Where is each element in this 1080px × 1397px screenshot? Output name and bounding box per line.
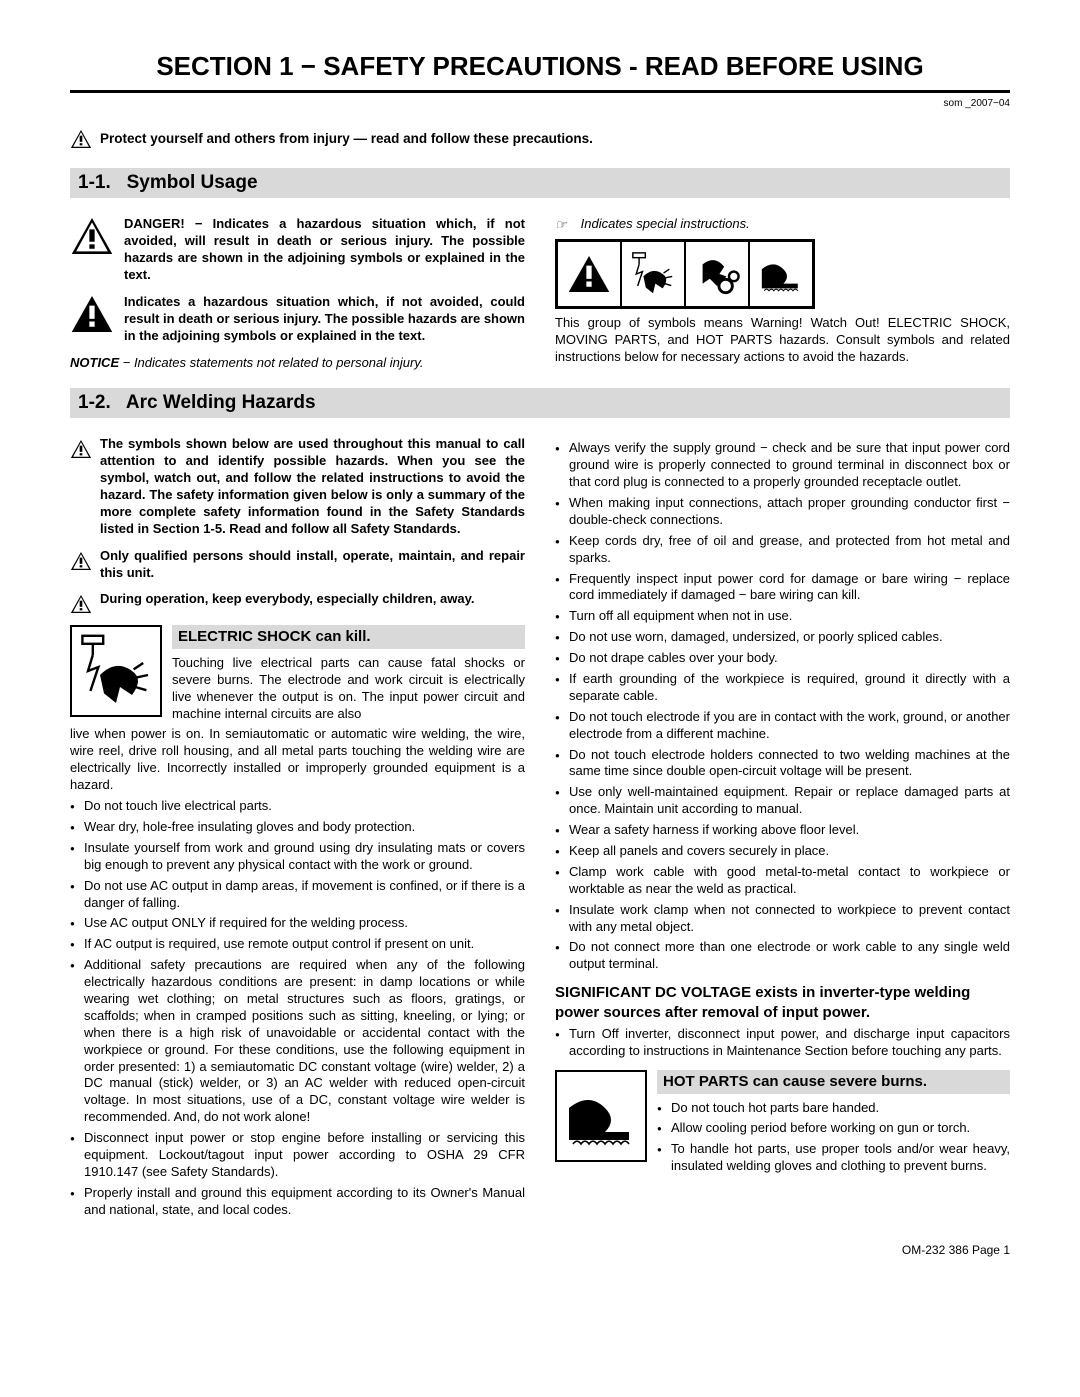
shock-icon	[629, 250, 677, 298]
shock-cont: live when power is on. In semiautomatic …	[70, 726, 525, 794]
list-item: Do not connect more than one electrode o…	[569, 939, 1010, 973]
warning-icon	[70, 128, 92, 150]
list-item: Wear dry, hole-free insulating gloves an…	[84, 819, 525, 836]
list-item: To handle hot parts, use proper tools an…	[671, 1141, 1010, 1175]
significant-voltage-heading: SIGNIFICANT DC VOLTAGE exists in inverte…	[555, 983, 1010, 1022]
right-bullet-list: Always verify the supply ground − check …	[555, 440, 1010, 973]
list-item: Properly install and ground this equipme…	[84, 1185, 525, 1219]
list-item: When making input connections, attach pr…	[569, 495, 1010, 529]
list-item: Insulate yourself from work and ground u…	[84, 840, 525, 874]
subsection-1-header: 1-1. Symbol Usage	[70, 168, 1010, 199]
hazard-intro: The symbols shown below are used through…	[100, 436, 525, 537]
danger-text: DANGER! − Indicates a hazardous situatio…	[124, 216, 525, 284]
warning-icon	[70, 294, 114, 334]
list-item: Keep cords dry, free of oil and grease, …	[569, 533, 1010, 567]
danger-icon	[70, 216, 114, 256]
list-item: Keep all panels and covers securely in p…	[569, 843, 1010, 860]
electric-shock-pictogram	[70, 625, 162, 717]
sub2-title: Arc Welding Hazards	[126, 392, 316, 413]
list-item: Turn Off inverter, disconnect input powe…	[569, 1026, 1010, 1060]
section-title: SECTION 1 − SAFETY PRECAUTIONS - READ BE…	[70, 50, 1010, 93]
group-caption: This group of symbols means Warning! Wat…	[555, 315, 1010, 366]
left-bullet-list: Do not touch live electrical parts. Wear …	[70, 798, 525, 1218]
warning-icon	[70, 438, 92, 460]
hot-parts-pictogram	[555, 1070, 647, 1162]
list-item: Clamp work cable with good metal-to-meta…	[569, 864, 1010, 898]
moving-parts-icon	[693, 250, 741, 298]
list-item: Do not use AC output in damp areas, if m…	[84, 878, 525, 912]
sub1-title: Symbol Usage	[127, 172, 258, 193]
list-item: If earth grounding of the workpiece is r…	[569, 671, 1010, 705]
warning-text: Indicates a hazardous situation which, i…	[124, 294, 525, 345]
list-item: Use AC output ONLY if required for the w…	[84, 915, 525, 932]
list-item: Use only well-maintained equipment. Repa…	[569, 784, 1010, 818]
keep-away: During operation, keep everybody, especi…	[100, 591, 474, 615]
list-item: Do not touch electrode if you are in con…	[569, 709, 1010, 743]
warning-icon	[567, 252, 611, 296]
hot-parts-icon	[757, 250, 805, 298]
hot-bullet-list: Do not touch hot parts bare handed. Allow…	[657, 1100, 1010, 1176]
list-item: Allow cooling period before working on g…	[671, 1120, 1010, 1137]
list-item: Turn off all equipment when not in use.	[569, 608, 1010, 625]
list-item: Frequently inspect input power cord for …	[569, 571, 1010, 605]
page-footer: OM-232 386 Page 1	[70, 1243, 1010, 1259]
list-item: Do not use worn, damaged, undersized, or…	[569, 629, 1010, 646]
qualified-persons: Only qualified persons should install, o…	[100, 548, 525, 582]
list-item: Insulate work clamp when not connected t…	[569, 902, 1010, 936]
list-item: Do not touch live electrical parts.	[84, 798, 525, 815]
list-item: Wear a safety harness if working above f…	[569, 822, 1010, 839]
warning-icon	[70, 550, 92, 572]
shock-intro: Touching live electrical parts can cause…	[172, 655, 525, 723]
notice-line: NOTICE − Indicates statements not relate…	[70, 355, 525, 372]
warning-icon	[70, 593, 92, 615]
special-instructions: ☞ Indicates special instructions.	[555, 216, 1010, 233]
symbol-group-box	[555, 239, 815, 309]
subsection-2-header: 1-2. Arc Welding Hazards	[70, 388, 1010, 419]
list-item: Always verify the supply ground − check …	[569, 440, 1010, 491]
hot-parts-heading: HOT PARTS can cause severe burns.	[657, 1070, 1010, 1094]
list-item: Do not drape cables over your body.	[569, 650, 1010, 667]
list-item: Do not touch electrode holders connected…	[569, 747, 1010, 781]
list-item: Additional safety precautions are requir…	[84, 957, 525, 1126]
sub2-num: 1-2.	[78, 392, 111, 413]
list-item: Disconnect input power or stop engine be…	[84, 1130, 525, 1181]
intro-text: Protect yourself and others from injury …	[100, 130, 593, 148]
electric-shock-heading: ELECTRIC SHOCK can kill.	[172, 625, 525, 649]
revision-code: som _2007−04	[70, 97, 1010, 110]
sig-bullet-list: Turn Off inverter, disconnect input powe…	[555, 1026, 1010, 1060]
list-item: Do not touch hot parts bare handed.	[671, 1100, 1010, 1117]
list-item: If AC output is required, use remote out…	[84, 936, 525, 953]
sub1-num: 1-1.	[78, 172, 111, 193]
